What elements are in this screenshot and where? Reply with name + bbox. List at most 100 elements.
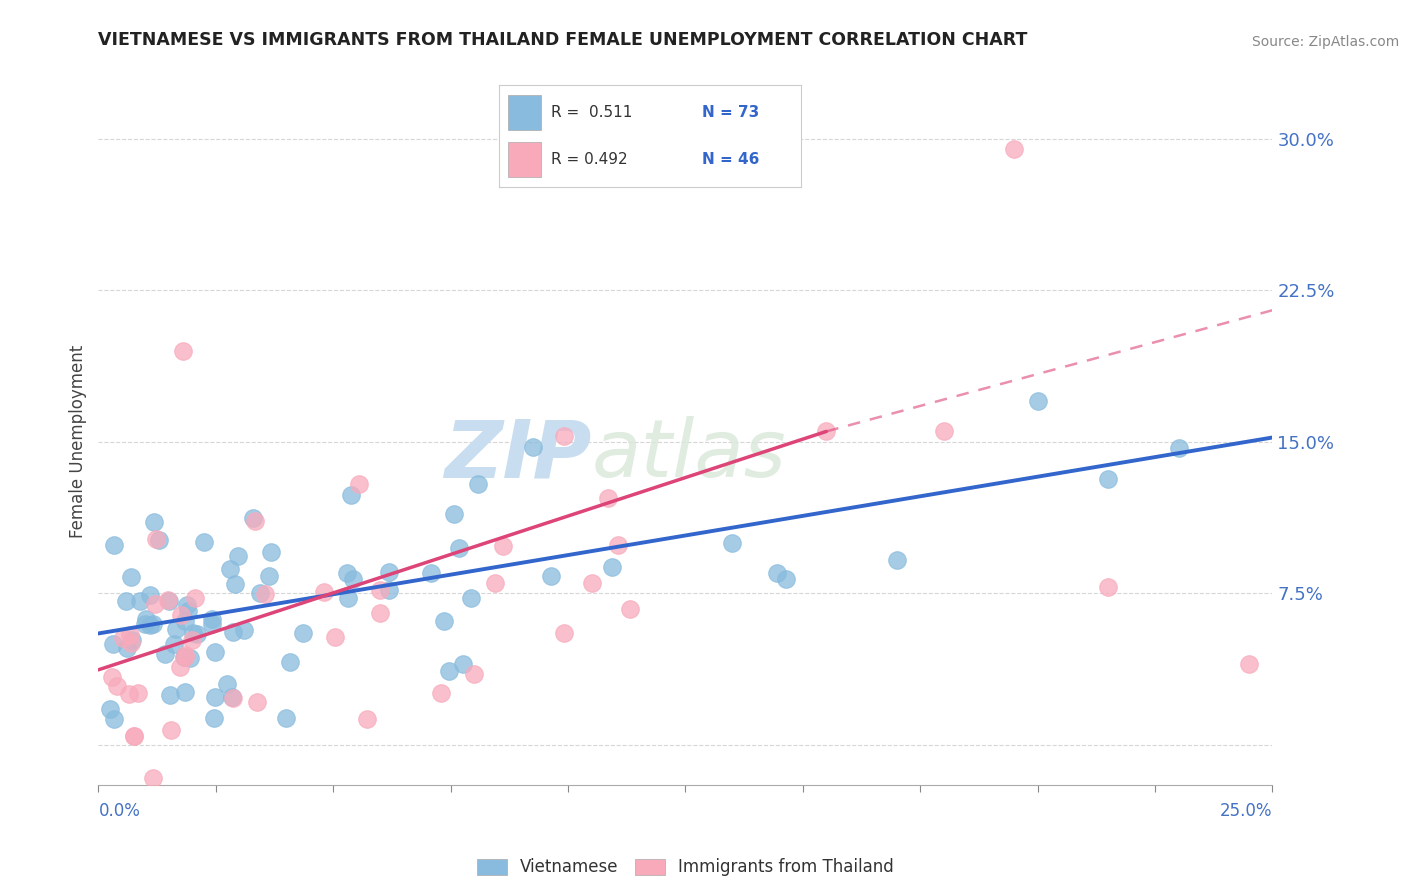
Point — [340, 488, 363, 502]
Point — [553, 626, 575, 640]
Point — [143, 598, 166, 612]
Point — [215, 677, 238, 691]
Bar — [508, 95, 541, 130]
Y-axis label: Female Unemployment: Female Unemployment — [69, 345, 87, 538]
Point — [1002, 142, 1025, 156]
Point — [186, 626, 208, 640]
Point — [1167, 441, 1189, 455]
Point — [600, 560, 623, 574]
Text: R = 0.492: R = 0.492 — [551, 153, 627, 167]
Text: ZIP: ZIP — [444, 417, 592, 494]
Point — [134, 617, 156, 632]
Point — [249, 586, 271, 600]
Point — [139, 587, 162, 601]
Text: Source: ZipAtlas.com: Source: ZipAtlas.com — [1251, 35, 1399, 49]
Point — [619, 602, 641, 616]
Point — [121, 633, 143, 648]
Point — [118, 687, 141, 701]
Point — [581, 576, 603, 591]
Point — [103, 713, 125, 727]
Point — [553, 429, 575, 443]
Point — [492, 539, 515, 553]
Point — [226, 549, 249, 563]
Point — [484, 576, 506, 591]
Point — [460, 591, 482, 605]
Point — [219, 562, 242, 576]
Point — [419, 566, 441, 580]
Point — [276, 711, 298, 725]
Point — [433, 614, 456, 628]
Point — [356, 712, 378, 726]
Point — [201, 616, 224, 631]
Point — [596, 491, 619, 505]
Point — [173, 649, 195, 664]
Point — [522, 441, 544, 455]
Point — [437, 665, 460, 679]
Point — [720, 536, 742, 550]
Point — [337, 591, 360, 606]
Point — [145, 532, 167, 546]
Point — [172, 343, 194, 358]
Point — [245, 695, 267, 709]
Point — [122, 729, 145, 743]
Point — [184, 591, 207, 605]
Point — [142, 771, 165, 785]
Point — [120, 628, 142, 642]
Point — [312, 585, 335, 599]
Text: N = 46: N = 46 — [702, 153, 759, 167]
Point — [135, 612, 157, 626]
Point — [378, 566, 401, 580]
Text: VIETNAMESE VS IMMIGRANTS FROM THAILAND FEMALE UNEMPLOYMENT CORRELATION CHART: VIETNAMESE VS IMMIGRANTS FROM THAILAND F… — [98, 31, 1028, 49]
Point — [201, 612, 224, 626]
Point — [467, 477, 489, 491]
Point — [368, 607, 391, 621]
Point — [142, 617, 165, 632]
Point — [129, 594, 152, 608]
Point — [932, 425, 955, 439]
Point — [451, 657, 474, 671]
Point — [1026, 394, 1049, 409]
Point — [342, 572, 364, 586]
Point — [815, 425, 838, 439]
Point — [173, 648, 195, 662]
Point — [117, 641, 139, 656]
Point — [122, 730, 145, 744]
Point — [368, 582, 391, 597]
Point — [204, 690, 226, 705]
Point — [429, 686, 451, 700]
Point — [254, 587, 277, 601]
Point — [291, 625, 314, 640]
Point — [139, 618, 162, 632]
Point — [886, 553, 908, 567]
Point — [174, 650, 197, 665]
Point — [163, 637, 186, 651]
Point — [447, 541, 470, 555]
Point — [98, 701, 121, 715]
Point — [323, 631, 346, 645]
Point — [111, 632, 134, 646]
Point — [176, 598, 198, 612]
Point — [378, 582, 401, 597]
Point — [157, 594, 180, 608]
Point — [278, 656, 301, 670]
Point — [463, 667, 485, 681]
Point — [242, 511, 264, 525]
Point — [160, 723, 183, 737]
Point — [243, 514, 266, 528]
Legend: Vietnamese, Immigrants from Thailand: Vietnamese, Immigrants from Thailand — [470, 852, 901, 883]
Point — [336, 566, 359, 580]
Point — [173, 685, 195, 699]
Point — [607, 538, 630, 552]
Point — [101, 669, 124, 683]
Point — [193, 535, 215, 549]
Point — [159, 688, 181, 702]
Point — [224, 576, 246, 591]
Point — [165, 622, 187, 636]
Point — [173, 615, 195, 629]
Point — [170, 608, 193, 623]
Point — [169, 660, 191, 674]
Text: 25.0%: 25.0% — [1220, 802, 1272, 820]
Text: N = 73: N = 73 — [702, 105, 759, 120]
Point — [766, 566, 789, 581]
Point — [103, 637, 125, 651]
